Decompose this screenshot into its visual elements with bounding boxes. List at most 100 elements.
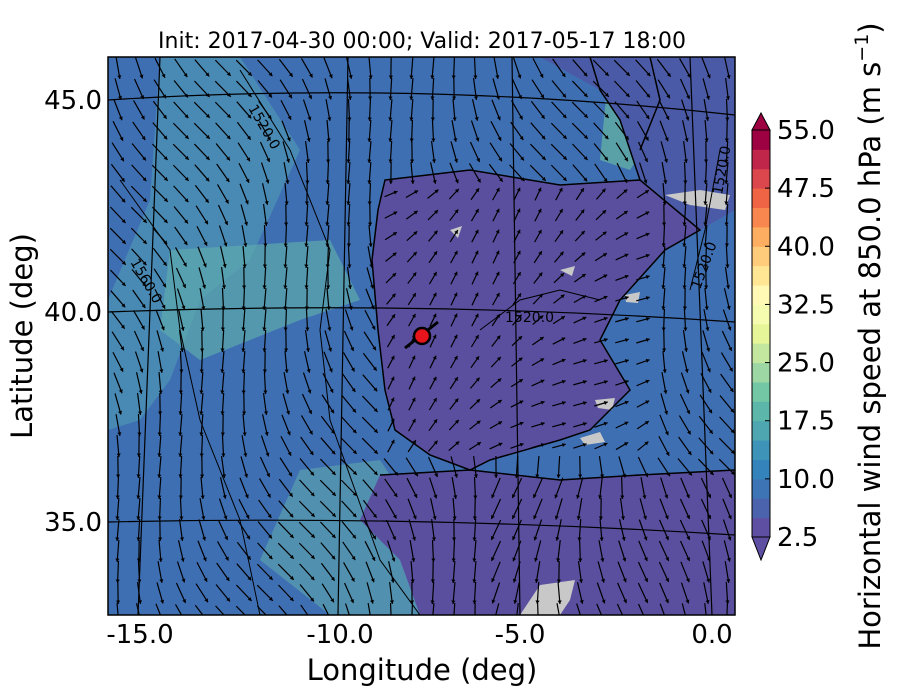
wind-arrow-head bbox=[310, 512, 315, 517]
wind-arrow-shaft bbox=[341, 416, 357, 434]
wind-arrow-shaft bbox=[427, 456, 439, 478]
wind-arrow-shaft bbox=[557, 540, 561, 562]
wind-arrow-head bbox=[620, 516, 626, 520]
wind-arrow-shaft bbox=[134, 351, 144, 373]
wind-arrow-head bbox=[600, 474, 605, 478]
wind-arrow-head bbox=[136, 537, 141, 541]
wind-arrow-shaft bbox=[131, 248, 147, 266]
wind-arrow-shaft bbox=[704, 161, 708, 185]
wind-arrow-shaft bbox=[702, 561, 710, 583]
wind-arrow-head bbox=[512, 536, 516, 541]
wind-arrow-shaft bbox=[662, 224, 666, 248]
wind-arrow-shaft bbox=[659, 120, 669, 142]
wind-arrow-head bbox=[120, 324, 125, 329]
wind-arrow-head bbox=[121, 198, 126, 203]
wind-arrow-head bbox=[304, 243, 309, 247]
wind-arrow-head bbox=[121, 219, 126, 223]
wind-arrow-head bbox=[601, 578, 606, 583]
wind-arrow-head bbox=[495, 208, 500, 213]
wind-arrow-head bbox=[224, 536, 229, 541]
wind-arrow-shaft bbox=[722, 519, 732, 541]
wind-arrow-head bbox=[115, 537, 120, 541]
wind-arrow-shaft bbox=[364, 309, 376, 331]
wind-arrow-shaft bbox=[258, 478, 272, 498]
site-marker bbox=[412, 326, 432, 346]
wind-arrow-head bbox=[560, 273, 565, 278]
wind-arrow-shaft bbox=[704, 119, 708, 143]
wind-arrow-head bbox=[583, 177, 588, 182]
wind-arrow-head bbox=[451, 579, 456, 583]
wind-arrow-shaft bbox=[679, 519, 691, 541]
wind-arrow-head bbox=[686, 494, 690, 499]
wind-arrow-head bbox=[367, 117, 372, 121]
wind-arrow-head bbox=[350, 599, 354, 604]
wind-arrow-shaft bbox=[238, 162, 250, 184]
wind-arrow-shaft bbox=[130, 227, 148, 245]
wind-arrow-shaft bbox=[198, 267, 206, 289]
wind-arrow-head bbox=[346, 180, 351, 184]
wind-arrow-head bbox=[331, 491, 336, 496]
wind-arrow-shaft bbox=[389, 582, 393, 604]
wind-arrow-head bbox=[533, 494, 537, 499]
wind-arrow-shaft bbox=[658, 99, 670, 121]
wind-arrow-shaft bbox=[683, 224, 687, 248]
wind-arrow-head bbox=[556, 558, 561, 562]
wind-arrow-head bbox=[368, 75, 373, 79]
colorbar-band bbox=[752, 246, 770, 267]
wind-arrow-head bbox=[390, 376, 395, 381]
wind-arrow-head bbox=[475, 137, 480, 142]
wind-arrow-shaft bbox=[530, 100, 546, 120]
wind-arrow-head bbox=[304, 201, 309, 205]
wind-arrow-head bbox=[307, 389, 312, 394]
wind-arrow-head bbox=[331, 555, 336, 560]
wind-arrow-shaft bbox=[284, 287, 288, 311]
colorbar-band bbox=[752, 401, 770, 422]
wind-arrow-head bbox=[247, 597, 252, 601]
wind-arrow-head bbox=[140, 347, 145, 352]
wind-arrow-head bbox=[495, 75, 500, 79]
wind-arrow-shaft bbox=[405, 457, 419, 477]
wind-arrow-shaft bbox=[511, 78, 523, 100]
wind-arrow-shaft bbox=[635, 80, 651, 98]
wind-arrow-head bbox=[603, 316, 608, 321]
wind-arrow-head bbox=[220, 327, 225, 331]
wind-arrow-head bbox=[451, 621, 455, 625]
wind-arrow-head bbox=[686, 515, 691, 520]
wind-arrow-shaft bbox=[431, 77, 435, 101]
wind-arrow-head bbox=[202, 284, 207, 289]
wind-arrow-head bbox=[411, 397, 416, 402]
wind-arrow-shaft bbox=[682, 120, 688, 142]
wind-arrow-head bbox=[512, 557, 517, 562]
wind-arrow-shaft bbox=[177, 540, 185, 562]
wind-arrow-shaft bbox=[200, 413, 204, 437]
colorbar-label-end: ) bbox=[853, 22, 887, 33]
wind-arrow-head bbox=[329, 388, 334, 393]
wind-arrow-head bbox=[430, 579, 435, 583]
wind-arrow-head bbox=[474, 250, 479, 255]
wind-arrow-shaft bbox=[175, 582, 187, 604]
wind-arrow-head bbox=[686, 95, 690, 100]
wind-arrow-head bbox=[622, 557, 627, 562]
wind-arrow-shaft bbox=[173, 101, 189, 119]
wind-arrow-shaft bbox=[178, 519, 184, 541]
wind-arrow-head bbox=[665, 599, 669, 604]
wind-arrow-shaft bbox=[363, 520, 377, 540]
wind-arrow-head bbox=[430, 621, 434, 625]
wind-arrow-head bbox=[392, 252, 397, 257]
wind-arrow-shaft bbox=[221, 350, 225, 374]
wind-arrow-head bbox=[682, 306, 687, 310]
wind-arrow-shaft bbox=[491, 582, 501, 604]
wind-arrow-head bbox=[561, 422, 566, 427]
wind-arrow-shaft bbox=[278, 605, 288, 615]
wind-arrow-head bbox=[539, 315, 544, 320]
wind-arrow-shaft bbox=[319, 500, 337, 518]
wind-arrow-shaft bbox=[193, 101, 211, 119]
wind-arrow-head bbox=[137, 411, 143, 415]
wind-arrow-shaft bbox=[347, 203, 351, 227]
wind-arrow-shaft bbox=[220, 267, 226, 289]
wind-arrow-head bbox=[178, 474, 183, 478]
wind-arrow-shaft bbox=[719, 416, 735, 434]
wind-arrow-head bbox=[372, 346, 376, 351]
wind-arrow-shaft bbox=[152, 143, 168, 161]
wind-arrow-head bbox=[246, 157, 250, 162]
